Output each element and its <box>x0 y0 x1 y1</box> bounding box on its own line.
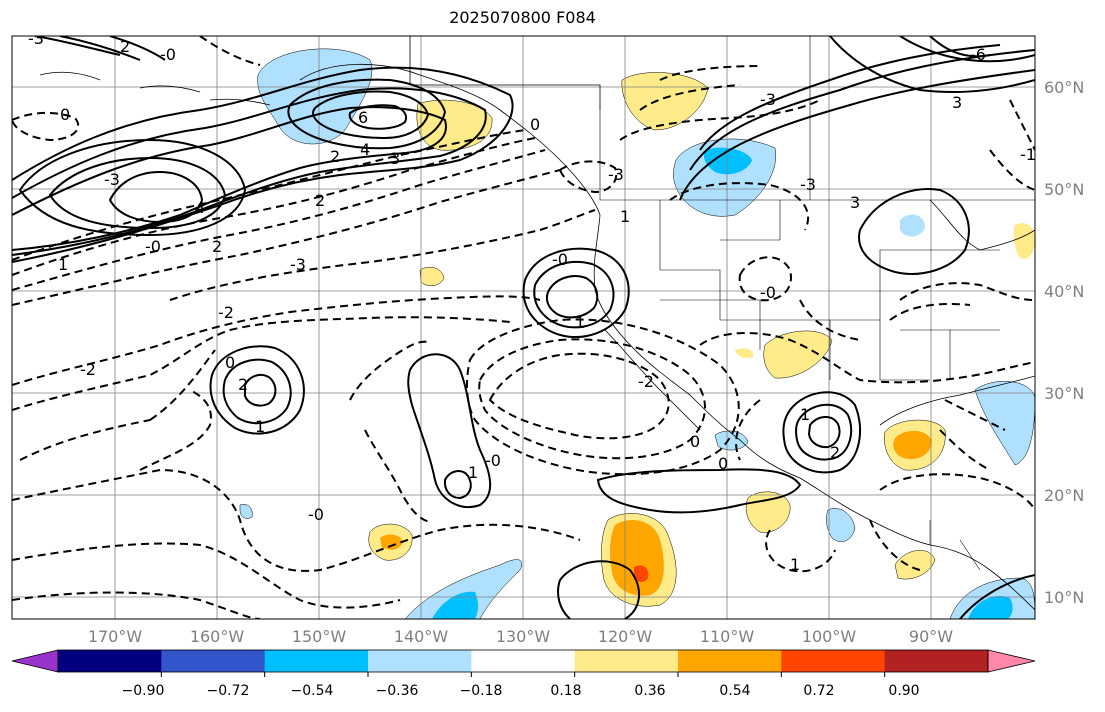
lon-label-120w: 120°W <box>597 627 653 646</box>
contour-label: -3 <box>760 90 776 109</box>
colorbar-segment <box>11 649 59 673</box>
negative-contours <box>12 36 1035 619</box>
contour-label: -6 <box>970 45 986 64</box>
contour-label: 4 <box>195 198 205 217</box>
contour-label: 0 <box>225 353 235 372</box>
colorbar-tick-label: −0.90 <box>121 683 165 699</box>
contour-label: 3 <box>850 193 860 212</box>
lon-label-140w: 140°W <box>393 627 449 646</box>
lat-label-50n: 50°N <box>1044 180 1085 199</box>
contour-label: -2 <box>638 372 654 391</box>
contour-label: -3 <box>290 255 306 274</box>
colorbar-segment <box>161 650 266 672</box>
colorbar-tick-label: 0.18 <box>550 683 582 699</box>
contour-label: 2 <box>830 443 840 462</box>
lon-label-160w: 160°W <box>189 627 245 646</box>
map-frame <box>11 35 1036 620</box>
contour-label: 6 <box>358 108 368 127</box>
contour-label: 1 <box>255 417 265 436</box>
positive-contours <box>12 36 1035 619</box>
map-background <box>12 36 1035 619</box>
lon-label-170w: 170°W <box>87 627 143 646</box>
contour-label: -0 <box>308 505 324 524</box>
colorbar-tick-label: −0.54 <box>290 683 334 699</box>
colorbar-segment <box>58 650 162 672</box>
colorbar-segment <box>884 650 989 672</box>
colorbar-segment <box>264 650 369 672</box>
colorbar-frame <box>57 649 989 673</box>
contour-label: -0 <box>160 45 176 64</box>
lat-label-30n: 30°N <box>1044 384 1085 403</box>
colorbar-segment <box>678 650 782 672</box>
colorbar-tick-label: 0.72 <box>803 683 835 699</box>
colorbar-tick-label: −0.72 <box>206 683 250 699</box>
colorbar <box>11 649 1036 677</box>
colorbar-segment <box>368 650 472 672</box>
contour-label: 0 <box>690 432 700 451</box>
lon-label-150w: 150°W <box>291 627 347 646</box>
map-title: 2025070800 F084 <box>449 8 596 27</box>
lat-label-60n: 60°N <box>1044 78 1085 97</box>
contour-label: -3 <box>608 165 624 184</box>
contour-label: 1 <box>468 463 478 482</box>
contour-label: 0 <box>60 105 70 124</box>
colorbar-tick-label: 0.90 <box>888 683 920 699</box>
lon-label-130w: 130°W <box>495 627 551 646</box>
lat-label-10n: 10°N <box>1044 588 1085 607</box>
contour-label: 1 <box>575 313 585 332</box>
colorbar-segment <box>574 650 679 672</box>
colorbar-tick-label: 0.54 <box>719 683 751 699</box>
contour-label: -1 <box>1020 145 1036 164</box>
colorbar-segment <box>781 650 886 672</box>
colorbar-tick-label: −0.18 <box>459 683 503 699</box>
contour-label: -0 <box>760 283 776 302</box>
colorbar-segment <box>987 649 1036 673</box>
contour-label: -0 <box>485 451 501 470</box>
contour-label: -3 <box>28 29 44 48</box>
contour-label: -2 <box>80 360 96 379</box>
contour-label: 3 <box>390 149 400 168</box>
contour-label: 1 <box>620 207 630 226</box>
contour-label: 0 <box>530 115 540 134</box>
contour-label: 3 <box>952 93 962 112</box>
contour-label: 1 <box>790 555 800 574</box>
contour-label: 4 <box>360 140 370 159</box>
colorbar-tick-label: −0.36 <box>375 683 419 699</box>
contour-label: 1 <box>800 405 810 424</box>
contour-label: 2 <box>315 191 325 210</box>
contour-label: 2 <box>120 37 130 56</box>
contour-label: 2 <box>212 237 222 256</box>
contour-label: -0 <box>552 250 568 269</box>
contour-label: 2 <box>330 147 340 166</box>
colorbar-tick-label: 0.36 <box>634 683 666 699</box>
lat-label-40n: 40°N <box>1044 282 1085 301</box>
lon-label-110w: 110°W <box>699 627 755 646</box>
contour-label: -3 <box>104 170 120 189</box>
lon-label-90w: 90°W <box>908 627 954 646</box>
contour-label: -0 <box>145 237 161 256</box>
contour-label: -2 <box>218 303 234 322</box>
contour-label: 2 <box>238 375 248 394</box>
contour-label: -3 <box>800 175 816 194</box>
colorbar-segment <box>471 650 576 672</box>
lon-label-100w: 100°W <box>801 627 857 646</box>
contour-label: 1 <box>58 255 68 274</box>
contour-label: 0 <box>718 454 728 473</box>
lat-label-20n: 20°N <box>1044 486 1085 505</box>
